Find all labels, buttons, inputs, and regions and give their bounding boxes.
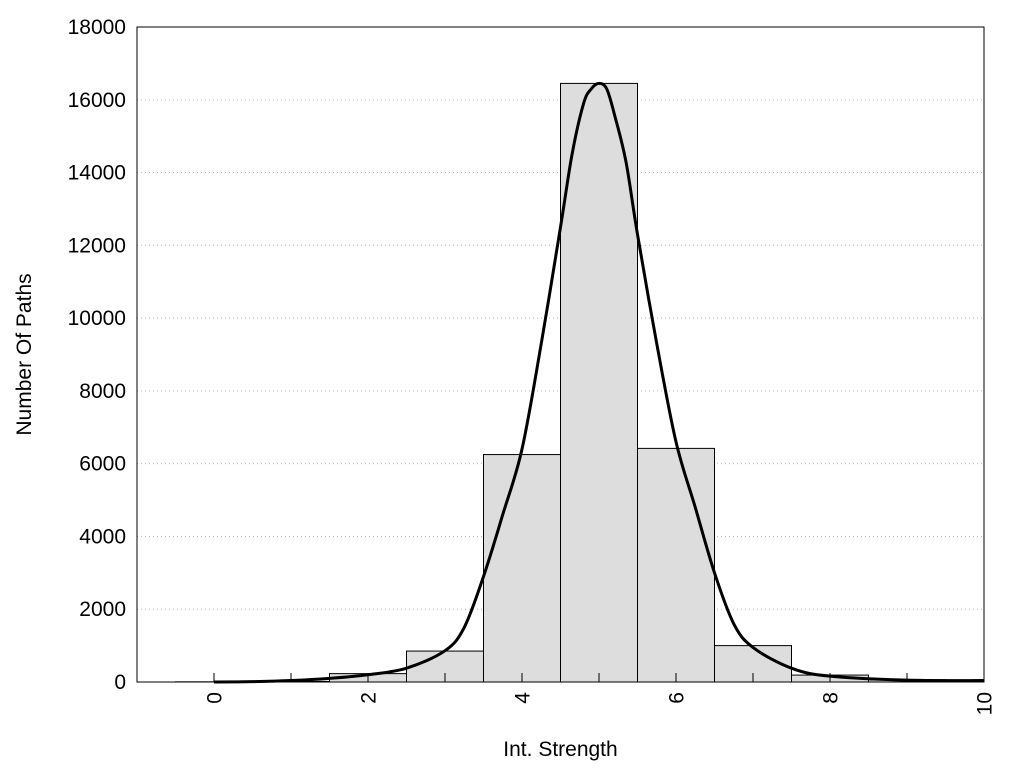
x-axis-title: Int. Strength	[503, 738, 617, 761]
x-tick-label: 10	[973, 692, 996, 715]
y-tick-label: 16000	[68, 89, 126, 112]
x-tick-label: 8	[819, 692, 842, 704]
y-tick-label: 0	[114, 671, 126, 694]
y-tick-label: 18000	[68, 16, 126, 39]
y-tick-label: 10000	[68, 307, 126, 330]
x-tick-label: 0	[203, 692, 226, 704]
histogram-bars	[175, 82, 985, 683]
y-tick-label: 6000	[79, 453, 126, 476]
y-tick-label: 12000	[68, 234, 126, 257]
y-tick-label: 8000	[79, 380, 126, 403]
histogram-bar	[560, 82, 638, 683]
x-tick-labels: 0 2 4 6 8 10	[203, 692, 996, 716]
plot-frame	[136, 26, 985, 683]
fit-curve-line	[213, 81, 985, 684]
x-tick-label: 6	[665, 692, 688, 704]
y-tick-labels: 0 2000 4000 6000 8000 10000 12000 14000 16000 180…	[68, 16, 126, 694]
x-tick-label: 2	[357, 692, 380, 704]
histogram-bar	[483, 454, 561, 683]
histogram-bar	[637, 447, 715, 683]
y-tick-label: 4000	[79, 525, 126, 548]
y-tick-label: 2000	[79, 598, 126, 621]
y-tick-label: 14000	[68, 162, 126, 185]
y-axis-title: Number Of Paths	[13, 273, 36, 435]
x-tick-label: 4	[511, 692, 534, 704]
